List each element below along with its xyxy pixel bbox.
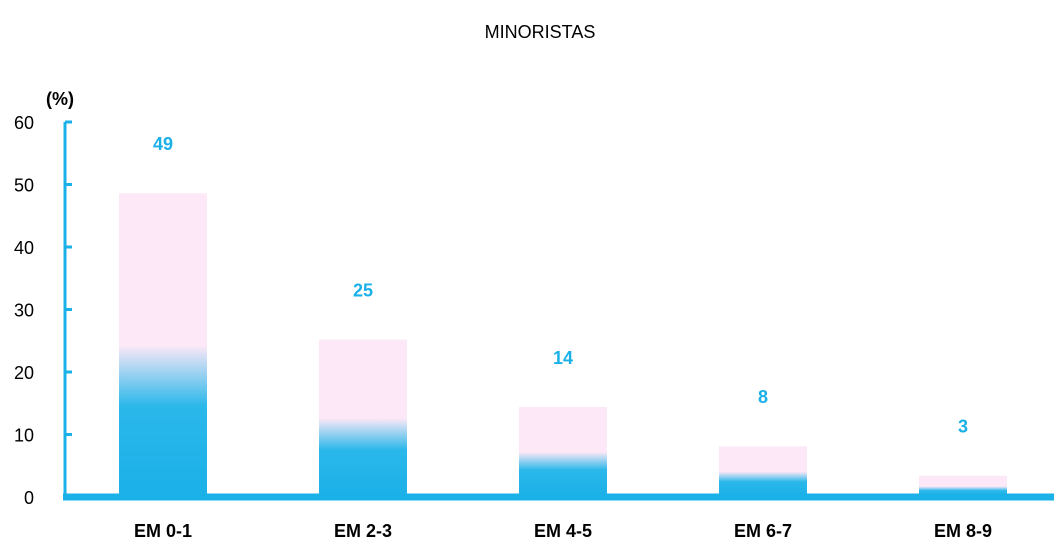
y-tick-label: 50	[14, 175, 34, 195]
x-tick-label: EM 0-1	[134, 521, 192, 541]
y-tick-label: 0	[24, 488, 34, 508]
y-tick-label: 30	[14, 300, 34, 320]
y-tick-label: 60	[14, 113, 34, 133]
y-axis-label: (%)	[46, 89, 74, 109]
bar	[519, 407, 607, 497]
data-label: 8	[758, 387, 768, 407]
y-tick-label: 40	[14, 238, 34, 258]
bar	[119, 193, 207, 497]
bar	[719, 446, 807, 497]
x-tick-label: EM 4-5	[534, 521, 592, 541]
bar	[919, 475, 1007, 497]
x-tick-label: EM 2-3	[334, 521, 392, 541]
data-label: 49	[153, 134, 173, 154]
chart-title: MINORISTAS	[485, 22, 596, 42]
y-tick-label: 10	[14, 425, 34, 445]
y-tick-label: 20	[14, 363, 34, 383]
data-label: 14	[553, 348, 573, 368]
data-label: 25	[353, 280, 373, 300]
x-tick-label: EM 8-9	[934, 521, 992, 541]
bar	[319, 339, 407, 497]
x-tick-label: EM 6-7	[734, 521, 792, 541]
data-label: 3	[958, 417, 968, 437]
